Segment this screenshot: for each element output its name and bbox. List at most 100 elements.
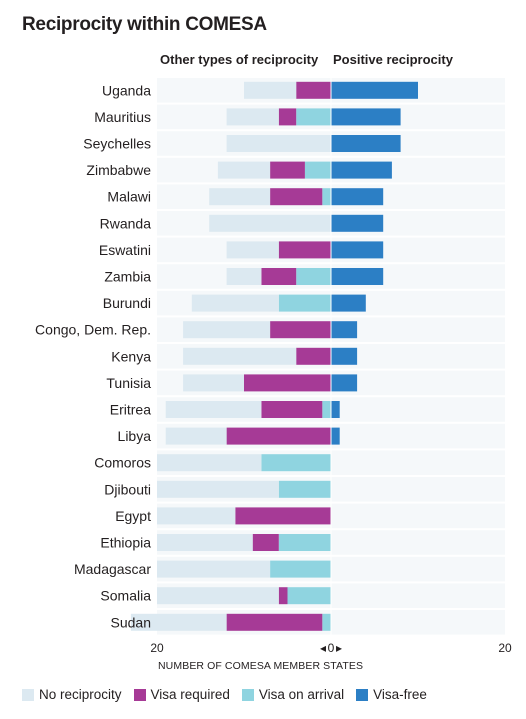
bar-visa-free-rwanda xyxy=(331,214,384,232)
legend-item-visa-free: Visa-free xyxy=(356,687,427,702)
legend-swatch xyxy=(356,688,369,701)
category-label: Sudan xyxy=(111,614,151,630)
right-section-header: Positive reciprocity xyxy=(333,52,453,67)
bar-visa-on-arrival-sudan xyxy=(322,613,331,631)
bar-visa-required-ethiopia xyxy=(252,534,279,551)
left-section-header: Other types of reciprocity xyxy=(160,52,319,67)
bar-visa-free-tunisia xyxy=(331,374,358,392)
bar-no-reciprocity-zimbabwe xyxy=(217,161,271,179)
bar-visa-on-arrival-somalia xyxy=(287,587,331,605)
bar-visa-free-kenya xyxy=(331,347,358,365)
category-label: Mauritius xyxy=(94,109,151,125)
category-label: Seychelles xyxy=(83,136,151,152)
legend-item-visa-required: Visa required xyxy=(133,687,230,702)
bar-no-reciprocity-congo-dem-rep xyxy=(183,321,271,339)
bar-visa-required-zambia xyxy=(261,268,297,285)
bar-visa-free-zimbabwe xyxy=(331,161,392,179)
bar-no-reciprocity-ethiopia xyxy=(157,534,253,551)
bar-visa-required-libya xyxy=(226,427,331,445)
bar-visa-on-arrival-burundi xyxy=(278,294,331,312)
bars xyxy=(130,73,418,636)
legend-swatch xyxy=(241,688,254,701)
bar-visa-required-egypt xyxy=(235,507,331,525)
category-label: Uganda xyxy=(102,82,151,98)
category-label: Djibouti xyxy=(104,481,151,497)
bar-no-reciprocity-eswatini xyxy=(226,241,279,259)
bar-no-reciprocity-zambia xyxy=(226,268,262,285)
bar-no-reciprocity-libya xyxy=(165,427,227,445)
bar-visa-required-sudan xyxy=(226,613,323,631)
bar-visa-free-eritrea xyxy=(331,401,340,418)
bar-no-reciprocity-kenya xyxy=(183,347,297,365)
category-label: Egypt xyxy=(115,508,151,524)
legend-label: No reciprocity xyxy=(39,687,122,702)
legend-item-visa-on-arrival: Visa on arrival xyxy=(241,687,345,702)
x-axis-ticks: 20 0 20 ◂ ▸ xyxy=(150,641,512,655)
bar-visa-free-eswatini xyxy=(331,241,384,259)
bar-visa-required-zimbabwe xyxy=(270,161,305,179)
bar-visa-required-uganda xyxy=(296,81,331,99)
category-label: Madagascar xyxy=(74,561,151,577)
category-label: Tunisia xyxy=(106,375,151,391)
bar-visa-required-tunisia xyxy=(244,374,331,392)
bar-no-reciprocity-malawi xyxy=(209,188,271,206)
bar-visa-on-arrival-zambia xyxy=(296,268,331,285)
bar-visa-free-mauritius xyxy=(331,108,401,126)
category-label: Comoros xyxy=(94,455,151,471)
bar-visa-required-congo-dem-rep xyxy=(270,321,331,339)
bar-visa-free-libya xyxy=(331,427,340,445)
bar-no-reciprocity-madagascar xyxy=(157,560,271,578)
bar-no-reciprocity-comoros xyxy=(157,454,262,472)
bar-visa-on-arrival-djibouti xyxy=(278,480,331,498)
category-label: Kenya xyxy=(111,348,151,364)
bar-visa-required-somalia xyxy=(278,587,288,605)
bar-visa-required-kenya xyxy=(296,347,331,365)
bar-visa-free-seychelles xyxy=(331,135,401,152)
zero-arrow-left: ◂ xyxy=(320,641,326,655)
category-label: Zambia xyxy=(104,269,151,285)
category-label: Burundi xyxy=(103,295,151,311)
bar-visa-on-arrival-malawi xyxy=(322,188,331,206)
bar-no-reciprocity-djibouti xyxy=(157,480,279,498)
legend: No reciprocity Visa required Visa on arriv… xyxy=(22,687,439,702)
bar-visa-on-arrival-zimbabwe xyxy=(304,161,331,179)
bar-no-reciprocity-burundi xyxy=(191,294,279,312)
category-label: Zimbabwe xyxy=(86,162,151,178)
chart-title: Reciprocity within COMESA xyxy=(22,14,267,35)
category-label: Malawi xyxy=(107,189,151,205)
bar-visa-required-mauritius xyxy=(278,108,297,126)
category-label: Ethiopia xyxy=(100,535,151,551)
bar-visa-free-congo-dem-rep xyxy=(331,321,358,339)
bar-no-reciprocity-rwanda xyxy=(209,214,331,232)
legend-label: Visa on arrival xyxy=(258,687,345,702)
bar-no-reciprocity-tunisia xyxy=(183,374,244,392)
category-label: Libya xyxy=(118,428,152,444)
x-axis-label: NUMBER OF COMESA MEMBER STATES xyxy=(158,660,364,672)
x-tick-label: 0 xyxy=(328,641,335,655)
bar-no-reciprocity-eritrea xyxy=(165,401,262,418)
bar-no-reciprocity-mauritius xyxy=(226,108,279,126)
bar-visa-on-arrival-madagascar xyxy=(270,560,331,578)
zero-arrow-right: ▸ xyxy=(336,641,342,655)
x-tick-label: 20 xyxy=(498,641,512,655)
category-label: Eswatini xyxy=(99,242,151,258)
bar-no-reciprocity-uganda xyxy=(244,81,297,99)
bar-no-reciprocity-seychelles xyxy=(226,135,331,152)
category-labels: Uganda Mauritius Seychelles Zimbabwe Malawi R… xyxy=(35,82,151,630)
bar-no-reciprocity-egypt xyxy=(157,507,236,525)
bar-no-reciprocity-somalia xyxy=(157,587,279,605)
category-label: Eritrea xyxy=(110,402,151,418)
bar-visa-required-eswatini xyxy=(278,241,331,259)
bar-visa-required-malawi xyxy=(270,188,323,206)
category-label: Rwanda xyxy=(100,215,152,231)
bar-visa-free-malawi xyxy=(331,188,384,206)
legend-swatch xyxy=(22,688,34,701)
bar-visa-on-arrival-ethiopia xyxy=(278,534,331,551)
bar-visa-on-arrival-eritrea xyxy=(322,401,331,418)
bar-visa-on-arrival-comoros xyxy=(261,454,331,472)
bar-visa-free-zambia xyxy=(331,268,384,285)
legend-label: Visa required xyxy=(150,687,230,702)
legend-label: Visa-free xyxy=(373,687,427,702)
x-tick-label: 20 xyxy=(150,641,164,655)
